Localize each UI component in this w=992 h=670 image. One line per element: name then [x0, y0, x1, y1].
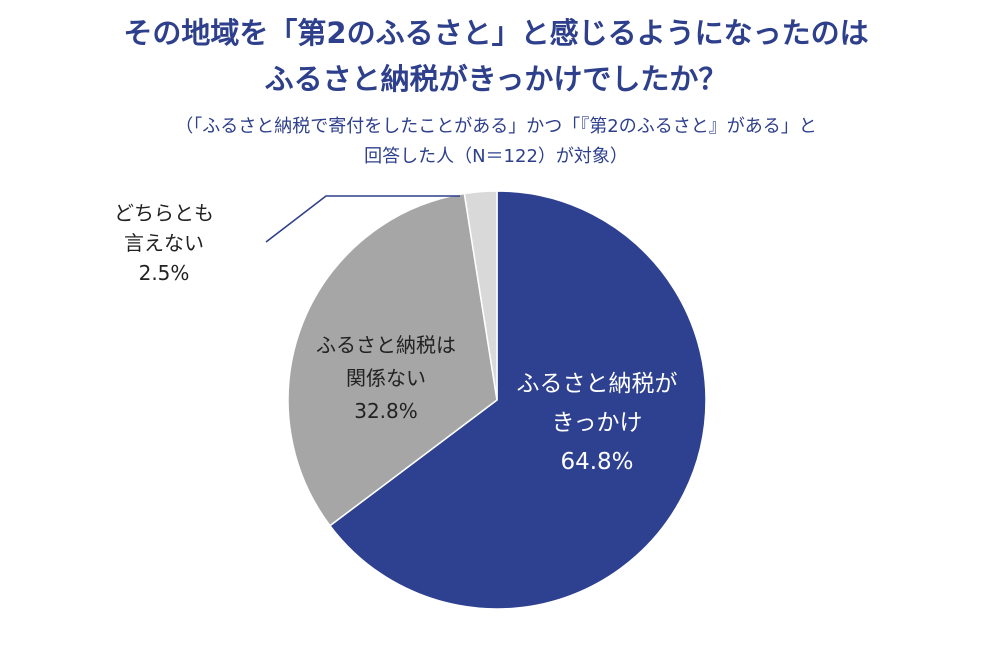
pie-slice-2: [287, 192, 498, 527]
chart-title-line-1: その地域を「第2のふるさと」と感じるようになったのは: [123, 16, 869, 50]
slice-1-value-label: 64.8%: [560, 449, 633, 475]
chart-title-line-2: ふるさと納税がきっかけでしたか？: [264, 62, 728, 96]
slice-2-category-label: ふるさと納税は: [316, 333, 456, 357]
pie-slice-1: [328, 190, 707, 610]
slice-2-category-label: 関係ない: [346, 366, 426, 390]
slice-3-value-label: 2.5%: [139, 261, 190, 285]
slice-3-category-label: どちらとも: [114, 201, 214, 225]
slice-1-category-label: ふるさと納税が: [517, 371, 678, 397]
slice-1-category-label: きっかけ: [551, 410, 642, 436]
pie-slice-3: [463, 190, 498, 401]
chart-subtitle-line-1: （「ふるさと納税で寄付をしたことがある」かつ「『第2のふるさと』がある」と: [175, 116, 817, 137]
chart-subtitle-line-2: 回答した人（N＝122）が対象）: [364, 146, 628, 167]
slice-2-value-label: 32.8%: [354, 399, 418, 423]
leader-line: [265, 195, 460, 243]
slice-3-category-label: 言えない: [124, 231, 204, 255]
